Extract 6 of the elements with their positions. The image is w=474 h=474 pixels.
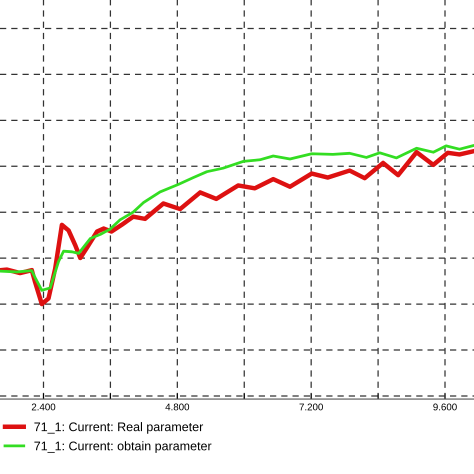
x-tick-label: 4.800 — [165, 404, 190, 410]
legend-label: 71_1: Current: obtain parameter — [34, 441, 212, 453]
x-tick-label: 2.400 — [32, 404, 56, 410]
legend-label: 71_1: Current: Real parameter — [34, 422, 204, 434]
x-tick-label: 9.600 — [433, 404, 457, 410]
x-tick-label: 7.200 — [300, 404, 323, 410]
